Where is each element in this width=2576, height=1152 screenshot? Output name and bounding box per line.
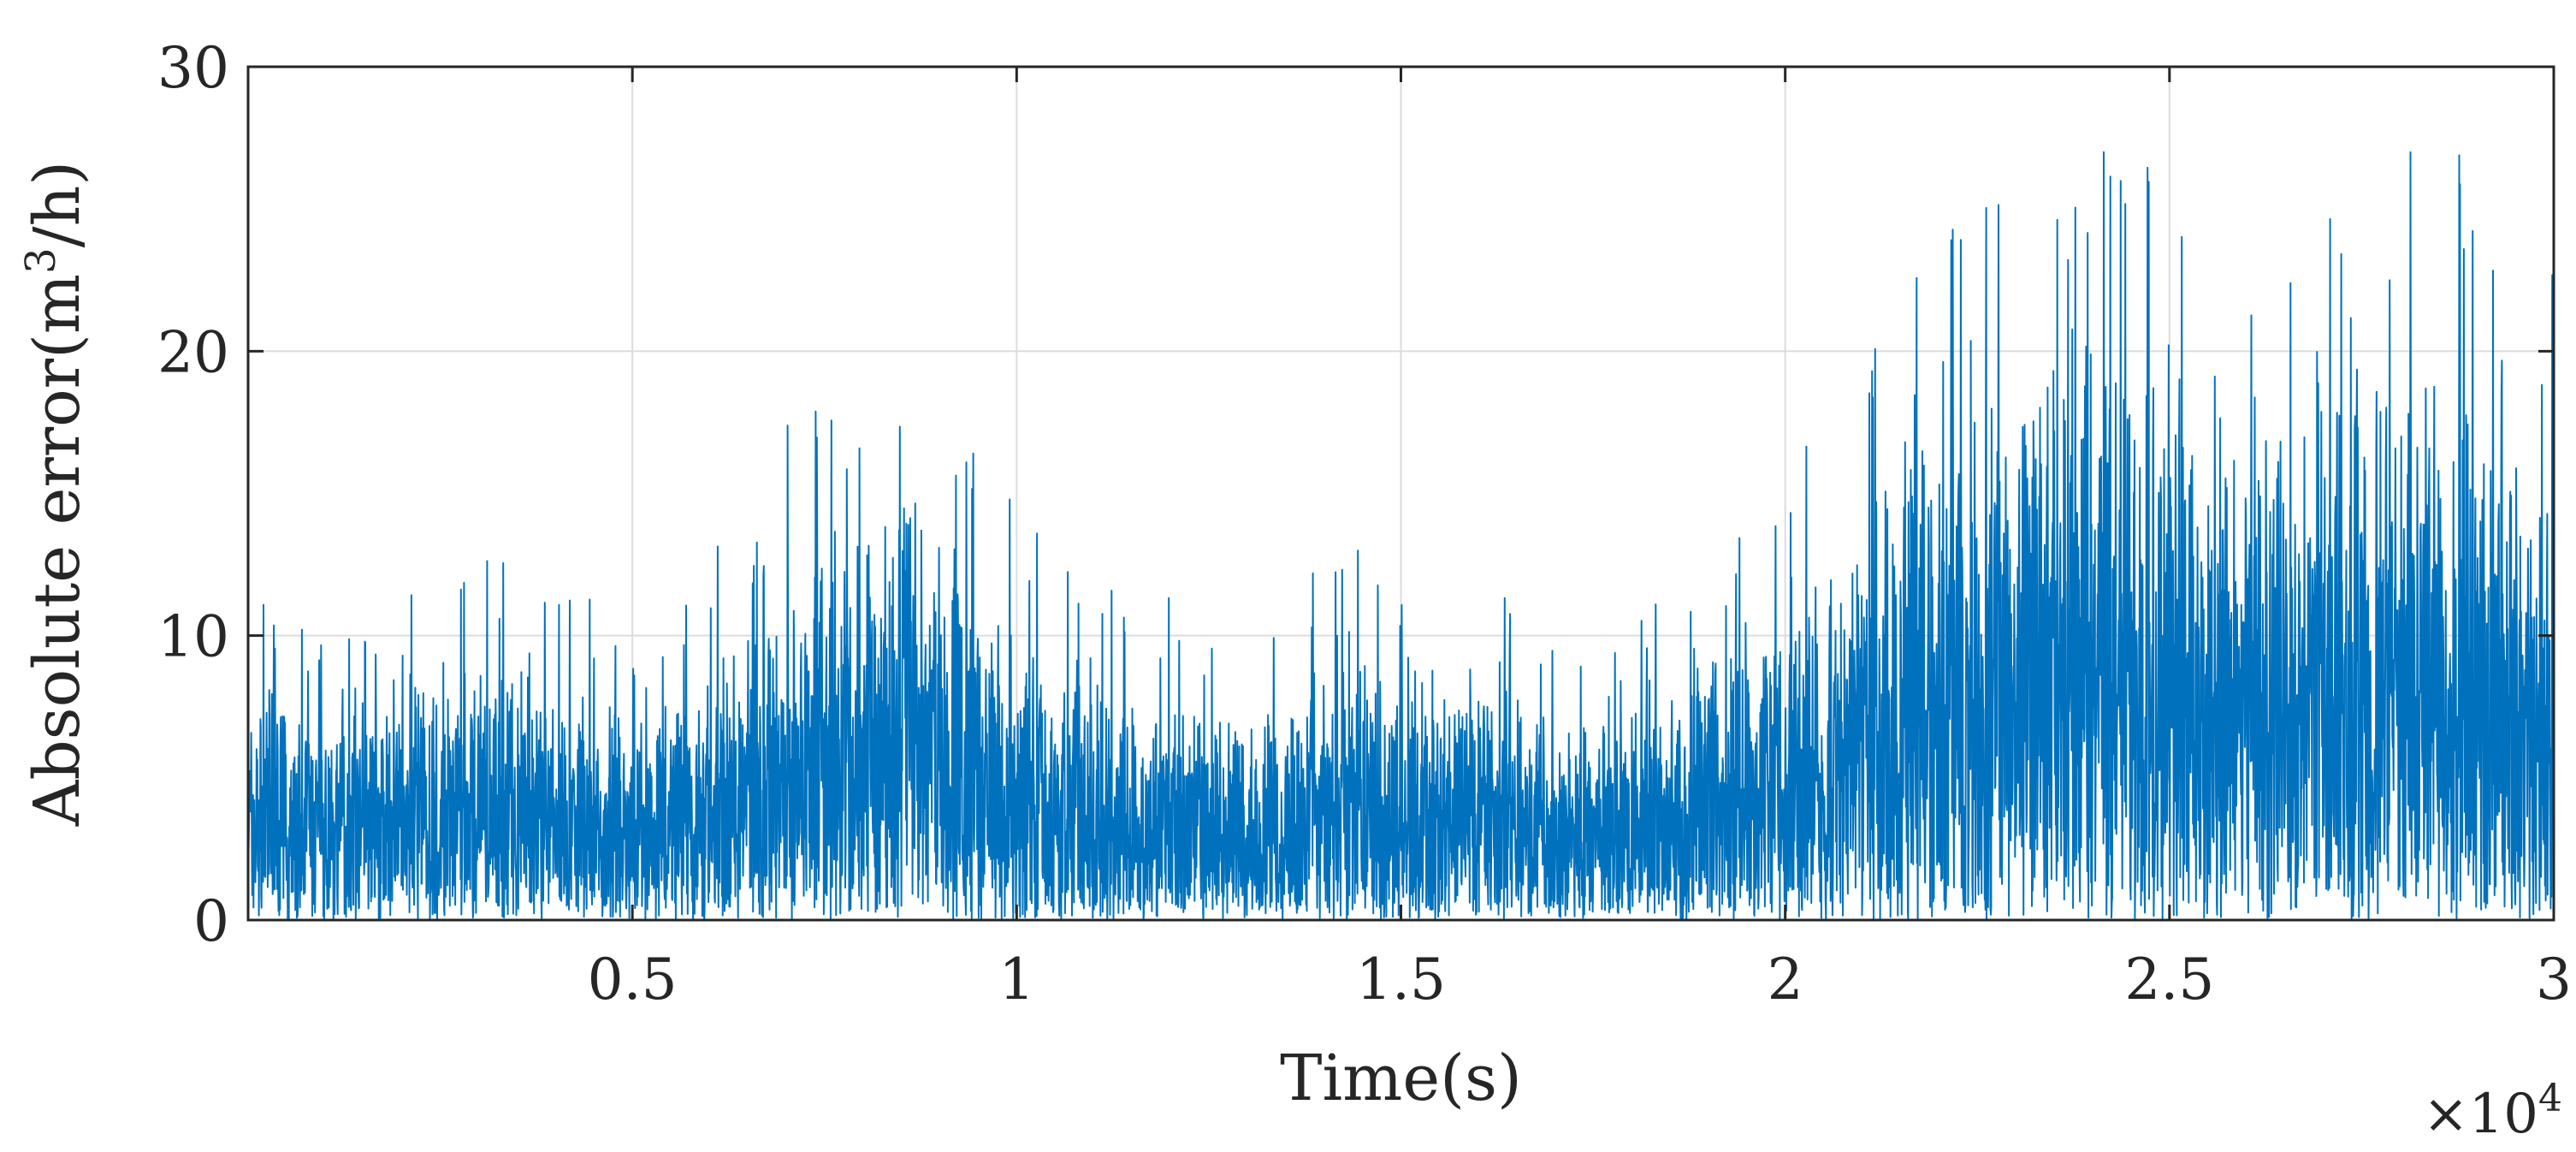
x-tick-label: 1	[998, 947, 1034, 1012]
x-tick-label: 2	[1768, 947, 1803, 1012]
x-tick-labels: 0.5 1 1.5 2 2.5 3	[588, 947, 2572, 1012]
y-tick-label: 30	[157, 35, 229, 101]
y-tick-label: 0	[193, 888, 229, 954]
x-exponent-power: 4	[2538, 1077, 2562, 1120]
x-exponent-base: ×10	[2423, 1083, 2538, 1146]
y-axis-label: Absolute error(m3/h)	[17, 161, 94, 827]
series-layer	[247, 151, 2555, 921]
y-axis-label-tail: /h)	[21, 161, 94, 247]
x-axis-label: Time(s)	[1280, 1042, 1522, 1115]
x-tick-label: 1.5	[1356, 947, 1446, 1012]
y-tick-labels: 0 10 20 30	[157, 35, 229, 954]
y-axis-label-main: Absolute error(m	[21, 274, 94, 827]
x-tick-label: 3	[2536, 947, 2572, 1012]
y-tick-label: 20	[157, 319, 229, 385]
x-axis-exponent: ×104	[2423, 1077, 2562, 1147]
tick-marks	[248, 65, 2555, 922]
x-tick-label: 2.5	[2124, 947, 2214, 1012]
x-tick-label: 0.5	[588, 947, 678, 1012]
y-axis-label-superscript: 3	[17, 247, 65, 274]
series-line-absolute-error	[247, 151, 2555, 921]
y-tick-label: 10	[157, 604, 229, 670]
